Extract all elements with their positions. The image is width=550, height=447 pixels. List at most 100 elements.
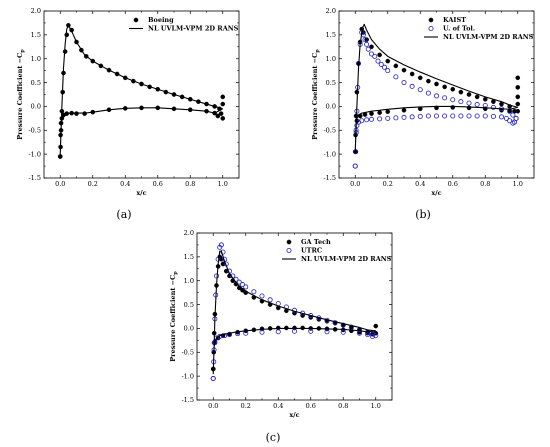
panel-label: (c) [266, 431, 281, 444]
data-point [385, 68, 391, 74]
data-point [259, 293, 265, 299]
y-tick-label: 1.5 [184, 253, 194, 261]
data-point [417, 75, 423, 81]
legend-label: U. of Tol. [443, 25, 475, 33]
series-filled-circle [57, 23, 226, 159]
data-point [474, 94, 480, 100]
legend-marker-swatch [133, 17, 139, 23]
data-point [57, 154, 63, 159]
data-point [243, 284, 249, 290]
data-point [458, 89, 464, 95]
data-point [409, 83, 415, 89]
x-tick-label: 0.4 [415, 180, 425, 188]
data-point [364, 41, 370, 47]
y-tick-label: 1.0 [184, 277, 194, 285]
data-point [442, 95, 448, 101]
legend-label: NL UVLM-VPM 2D RANS [301, 255, 392, 263]
data-point [417, 87, 423, 93]
data-point [417, 113, 423, 119]
data-point [222, 333, 228, 339]
legend-label: UTRC [301, 247, 322, 255]
data-point [218, 111, 224, 116]
data-point [373, 333, 379, 339]
legend-label: KAIST [443, 16, 466, 24]
legend-label: NL UVLM-VPM 2D RANS [443, 33, 534, 41]
x-tick-label: 0.2 [241, 402, 251, 410]
data-point [425, 113, 431, 119]
x-tick-label: 0.6 [306, 402, 316, 410]
x-tick-label: 0.8 [480, 180, 490, 188]
data-point [220, 249, 226, 255]
data-point [513, 115, 519, 121]
y-tick-label: 0.0 [184, 325, 194, 333]
x-tick-label: 0.4 [120, 180, 130, 188]
data-point [474, 102, 480, 108]
data-point [365, 332, 371, 338]
x-tick-label: 0.8 [185, 180, 195, 188]
y-tick-label: 0.5 [326, 79, 336, 87]
legend-marker-swatch [286, 239, 292, 245]
series-line [354, 23, 518, 153]
data-point [450, 86, 456, 92]
data-point [291, 328, 297, 334]
data-point [433, 113, 439, 119]
data-point [340, 322, 346, 328]
panel-label: (b) [415, 208, 431, 221]
y-tick-label: 0.5 [31, 79, 41, 87]
series-filled-circle [352, 26, 521, 155]
data-point [275, 329, 281, 335]
y-tick-label: -1.0 [28, 150, 41, 158]
data-point [515, 75, 521, 81]
y-tick-label: 1.0 [326, 55, 336, 63]
y-tick-label: -1.0 [181, 372, 194, 380]
series-line [59, 24, 224, 155]
x-tick-label: 0.0 [208, 402, 218, 410]
data-point [236, 279, 242, 285]
data-point [215, 113, 221, 119]
data-point [458, 113, 464, 119]
y-axis-title-main: Pressure Coefficient −C [16, 53, 24, 140]
data-point [372, 53, 378, 59]
data-point [393, 115, 399, 121]
x-axis-title: x/c [431, 189, 441, 197]
data-point [498, 114, 504, 120]
y-tick-label: -1.5 [323, 174, 336, 182]
x-tick-label: 0.2 [383, 180, 393, 188]
data-point [409, 114, 415, 120]
data-point [474, 113, 480, 119]
data-point [381, 64, 387, 70]
data-point [401, 114, 407, 120]
data-point [401, 107, 407, 113]
chart-panel-2: -1.5 -1.0 -0.5 0.0 0.5 1.0 1.5 2.0 0.0 0.2 0.4 0.6 0… [311, 7, 535, 221]
y-tick-label: 0.0 [326, 103, 336, 111]
y-tick-label: -1.5 [28, 174, 41, 182]
x-tick-label: 0.6 [448, 180, 458, 188]
data-point [359, 118, 365, 124]
x-tick-label: 0.6 [153, 180, 163, 188]
data-point [490, 113, 496, 119]
data-point [352, 163, 358, 169]
data-point [482, 113, 488, 119]
y-tick-label: 2.0 [184, 229, 194, 237]
data-point [385, 58, 391, 64]
plot-frame [43, 10, 240, 179]
data-point [401, 80, 407, 86]
x-tick-label: 0.0 [55, 180, 65, 188]
data-point [377, 110, 382, 115]
chart-panel-3: -1.5 -1.0 -0.5 0.0 0.5 1.0 1.5 2.0 0.0 0.2 0.4 0.6 0… [169, 229, 393, 444]
chart-panel-1: -1.5 -1.0 -0.5 0.0 0.5 1.0 1.5 2.0 0.0 0.2 0.4 0.6 0… [16, 7, 240, 221]
data-point [409, 71, 415, 77]
data-point [393, 74, 399, 80]
data-point [362, 37, 368, 43]
data-point [369, 44, 374, 50]
y-axis-title-main: Pressure Coefficient −C [311, 53, 319, 140]
data-point [426, 78, 431, 84]
legend-marker-swatch [428, 17, 434, 23]
panel-label: (a) [116, 208, 131, 221]
data-point [368, 116, 374, 122]
x-tick-label: 1.0 [218, 180, 228, 188]
data-point [210, 376, 216, 382]
data-point [401, 67, 407, 73]
